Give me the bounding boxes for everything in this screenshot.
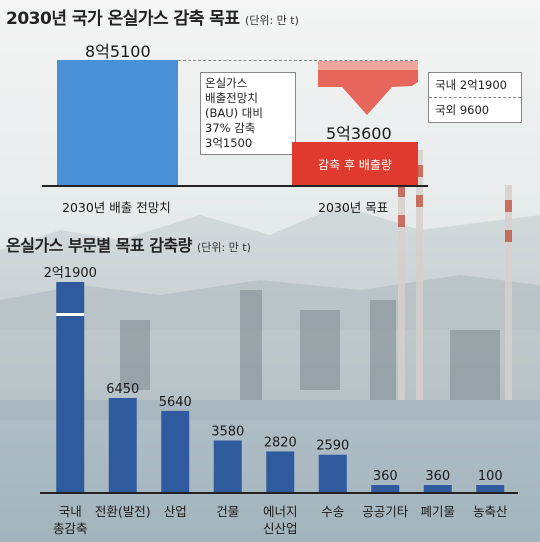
sector-tick-label-1-0: 전환(발전) (95, 504, 151, 519)
sector-bar-2 (161, 410, 190, 492)
domestic-reduction: 국내 2억1900 (435, 78, 507, 92)
top-chart-baseline (42, 185, 428, 187)
target-axis-label: 2030년 목표 (318, 200, 389, 215)
sector-tick-label-6-0: 공공기타 (362, 504, 409, 519)
bottom-chart-title: 온실가스 부문별 목표 감축량 (단위: 만 t) (6, 236, 251, 255)
reference-dash-line (178, 60, 418, 61)
sector-tick-label-4-0: 에너지 (263, 504, 298, 519)
sector-bar-break (56, 313, 85, 316)
bau-axis-label: 2030년 배출 전망치 (62, 200, 171, 215)
bar-target-2030 (292, 142, 418, 185)
bau-value-label: 8억5100 (85, 42, 151, 61)
sector-value-label-8: 100 (478, 469, 503, 484)
sector-bar-7 (423, 485, 452, 492)
sector-bar-5 (318, 454, 347, 492)
sector-value-label-4: 2820 (264, 435, 297, 450)
target-bar-label: 감축 후 배출량 (318, 158, 392, 172)
sector-bar-1 (108, 397, 137, 492)
sector-tick-label-4-1: 신산업 (263, 521, 298, 536)
sector-value-label-3: 3580 (211, 425, 244, 440)
reduction-breakdown-box: 국내 2억1900 국외 9600 (428, 72, 522, 123)
sector-chart-baseline (40, 492, 518, 494)
bar-bau-2030 (57, 60, 178, 185)
sector-tick-label-7-0: 폐기물 (420, 504, 455, 519)
sector-bar-8 (476, 485, 505, 492)
sector-value-label-2: 5640 (159, 395, 192, 410)
sector-value-label-0: 2억1900 (44, 266, 97, 281)
sector-value-label-7: 360 (425, 469, 450, 484)
sector-bar-3 (213, 440, 242, 492)
sector-tick-label-0-1: 총감축 (53, 521, 88, 536)
sector-bar-4 (266, 451, 295, 492)
sector-tick-label-8-0: 농축산 (473, 504, 508, 519)
sector-tick-label-5-0: 수송 (321, 504, 344, 519)
sector-tick-label-0-0: 국내 (59, 504, 82, 519)
sector-value-label-5: 2590 (316, 439, 349, 454)
sector-value-label-1: 6450 (106, 382, 139, 397)
overseas-reduction: 국외 9600 (429, 97, 521, 122)
sector-value-label-6: 360 (373, 469, 398, 484)
reduction-note-box: 온실가스 배출전망치 (BAU) 대비 37% 감축 3억1500 (200, 72, 296, 155)
sector-tick-label-2-0: 산업 (164, 504, 187, 519)
sector-bar-6 (371, 485, 400, 492)
top-chart-title: 2030년 국가 온실가스 감축 목표 (단위: 만 t) (6, 9, 299, 29)
target-value-label: 5억3600 (326, 124, 392, 143)
sector-tick-label-3-0: 건물 (216, 504, 239, 519)
sector-bar-0 (56, 282, 85, 492)
